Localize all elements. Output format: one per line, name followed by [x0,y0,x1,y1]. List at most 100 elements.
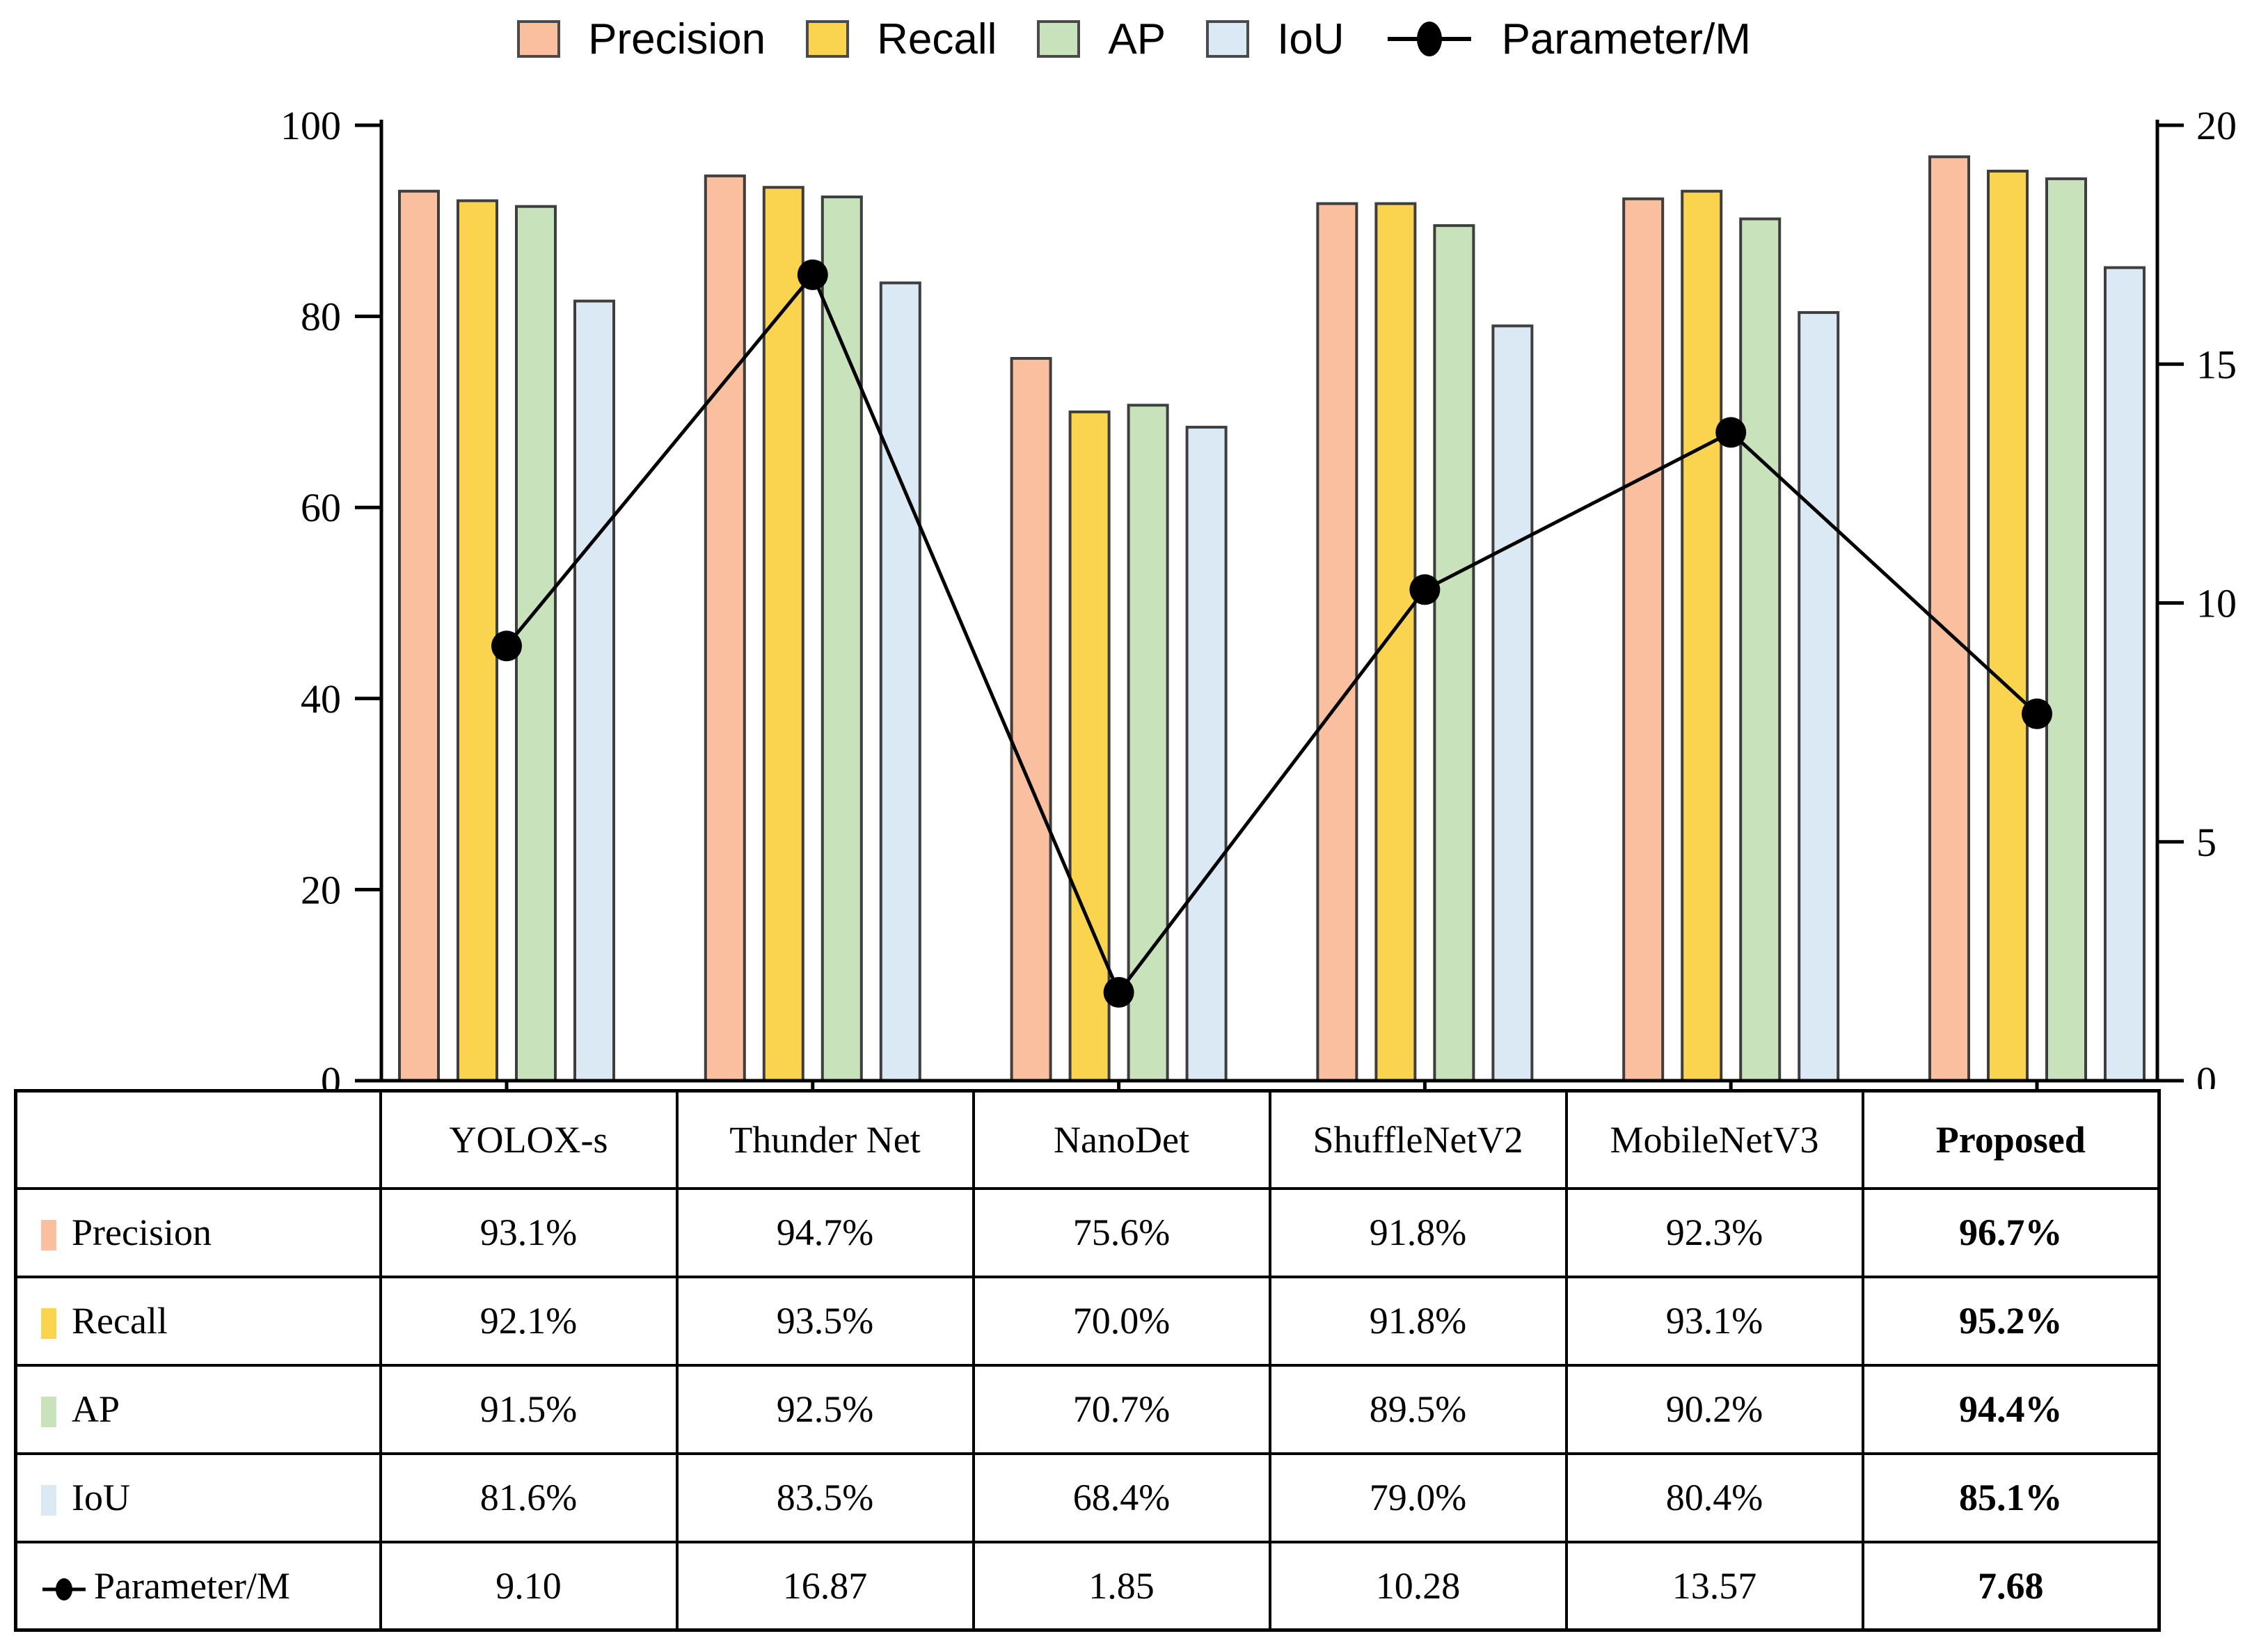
column-header: ShuffleNetV2 [1268,1089,1568,1190]
table-cell: 75.6% [972,1186,1271,1278]
legend-item-iou: IoU [1206,15,1345,64]
table-cell: 90.2% [1564,1363,1864,1455]
bar-precision-MobileNetV3 [1622,197,1665,1083]
left-axis-label: 100 [280,103,341,148]
legend-item-precision: Precision [517,15,766,64]
results-table: YOLOX-s Thunder Net NanoDet ShuffleNetV2… [14,1089,2161,1632]
bar-iou-YOLOX-s [573,299,615,1083]
parameter-point-Thunder Net [797,259,828,290]
column-header: Thunder Net [675,1089,975,1190]
bar-ap-Proposed [2045,177,2087,1083]
table-cell: 83.5% [675,1452,975,1543]
bar-ap-YOLOX-s [515,205,557,1083]
table-cell-proposed: 7.68 [1861,1540,2161,1632]
bar-iou-Thunder Net [879,281,921,1082]
table-header-row: YOLOX-s Thunder Net NanoDet ShuffleNetV2… [14,1089,2161,1190]
legend-label: IoU [1277,15,1345,63]
parameter-point-YOLOX-s [491,630,522,662]
bar-iou-NanoDet [1185,425,1228,1082]
table-row-precision: Precision 93.1% 94.7% 75.6% 91.8% 92.3% … [14,1186,2161,1278]
table-cell: 92.3% [1564,1186,1864,1278]
bar-recall-Proposed [1987,169,2029,1082]
recall-swatch-icon [806,20,850,58]
table-cell: 93.1% [379,1186,679,1278]
legend-label: Recall [877,15,997,63]
bar-precision-YOLOX-s [398,189,440,1082]
table-cell-proposed: 94.4% [1861,1363,2161,1455]
row-label: Parameter/M [14,1540,382,1632]
column-header: MobileNetV3 [1564,1089,1864,1190]
table-cell: 91.5% [379,1363,679,1455]
right-axis-label: 0 [2196,1058,2217,1089]
column-header: NanoDet [972,1089,1271,1190]
iou-swatch-icon [1206,20,1250,58]
recall-swatch-icon [41,1308,56,1339]
table-row-recall: Recall 92.1% 93.5% 70.0% 91.8% 93.1% 95.… [14,1275,2161,1367]
legend-item-parameter: Parameter/M [1385,15,1751,64]
bar-ap-MobileNetV3 [1739,217,1782,1083]
column-header: YOLOX-s [379,1089,679,1190]
parameter-line [505,271,2038,996]
bar-iou-MobileNetV3 [1798,311,1840,1082]
table-cell: 94.7% [675,1186,975,1278]
row-label: Precision [14,1186,382,1278]
table-row-parameter: Parameter/M 9.10 16.87 1.85 10.28 13.57 … [14,1540,2161,1632]
bar-ap-NanoDet [1127,404,1169,1082]
table-cell: 1.85 [972,1540,1271,1632]
left-axis-label: 80 [301,294,341,340]
line-marker-icon [1387,22,1471,56]
legend-item-ap: AP [1037,15,1166,64]
table-cell: 79.0% [1268,1452,1568,1543]
ap-swatch-icon [1037,20,1081,58]
right-axis-label: 10 [2196,581,2237,626]
table-cell: 10.28 [1268,1540,1568,1632]
bar-recall-NanoDet [1068,410,1111,1082]
left-axis-label: 40 [301,676,341,722]
table-cell-proposed: 96.7% [1861,1186,2161,1278]
precision-swatch-icon [517,20,561,58]
table-corner-cell [14,1089,382,1190]
table-row-ap: AP 91.5% 92.5% 70.7% 89.5% 90.2% 94.4% [14,1363,2161,1455]
table-cell-proposed: 85.1% [1861,1452,2161,1543]
table-cell: 93.5% [675,1275,975,1367]
table-cell: 13.57 [1564,1540,1864,1632]
bar-recall-Thunder Net [762,186,804,1082]
parameter-point-Proposed [2022,698,2052,729]
right-axis-label: 5 [2196,820,2217,865]
table-cell: 93.1% [1564,1275,1864,1367]
bar-ap-Thunder Net [820,195,863,1083]
legend-item-recall: Recall [806,15,997,64]
bar-iou-ShuffleNetV2 [1491,324,1534,1083]
bar-precision-ShuffleNetV2 [1316,202,1358,1082]
left-axis-label: 0 [321,1058,341,1089]
table-cell: 70.7% [972,1363,1271,1455]
row-label: IoU [14,1452,382,1543]
right-axis-label: 15 [2196,342,2237,387]
bar-recall-MobileNetV3 [1681,189,1723,1082]
table-cell: 91.8% [1268,1275,1568,1367]
table-cell: 68.4% [972,1452,1271,1543]
bar-iou-Proposed [2104,266,2146,1082]
legend-label: AP [1108,15,1166,63]
table-cell: 70.0% [972,1275,1271,1367]
chart-legend: Precision Recall AP IoU Parameter/M [0,6,2268,72]
table-cell: 80.4% [1564,1452,1864,1543]
right-axis-label: 20 [2196,103,2237,148]
parameter-point-ShuffleNetV2 [1409,574,1441,605]
left-axis-label: 60 [301,485,341,530]
table-row-iou: IoU 81.6% 83.5% 68.4% 79.0% 80.4% 85.1% [14,1452,2161,1543]
legend-label: Parameter/M [1501,15,1751,63]
table-cell: 89.5% [1268,1363,1568,1455]
bar-recall-ShuffleNetV2 [1374,202,1417,1082]
precision-swatch-icon [41,1220,56,1250]
column-header-proposed: Proposed [1861,1089,2161,1190]
iou-swatch-icon [41,1485,56,1516]
table-cell: 9.10 [379,1540,679,1632]
ap-swatch-icon [41,1397,56,1427]
table-cell-proposed: 95.2% [1861,1275,2161,1367]
bar-precision-NanoDet [1010,357,1052,1083]
bar-recall-YOLOX-s [457,199,498,1082]
table-cell: 92.1% [379,1275,679,1367]
table-cell: 16.87 [675,1540,975,1632]
chart-canvas: 0 20 40 60 80 100 0 5 10 15 20 [280,103,2237,1104]
